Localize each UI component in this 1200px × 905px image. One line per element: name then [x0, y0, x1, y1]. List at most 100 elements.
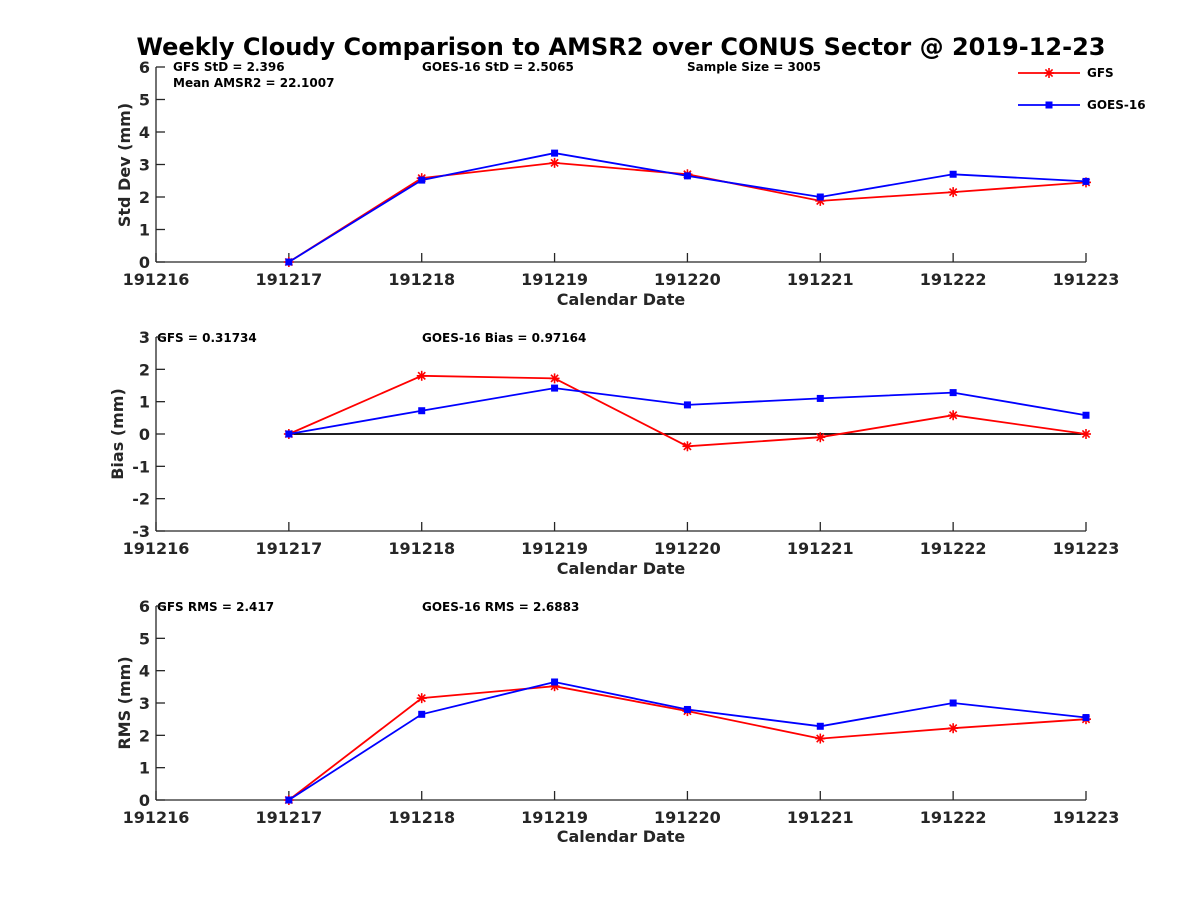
series-goes16-point: [551, 384, 559, 392]
x-tick-label: 191223: [1053, 808, 1120, 827]
panel-1-ylabel: Std Dev (mm): [115, 103, 134, 227]
series-goes16-point: [949, 699, 957, 707]
x-tick-label: 191220: [654, 539, 721, 558]
legend-goes16-marker: [1045, 101, 1053, 109]
series-goes16-point: [1082, 177, 1090, 185]
panel-1-xlabel: Calendar Date: [557, 290, 686, 309]
x-tick-label: 191220: [654, 270, 721, 289]
annotation-mean-amsr2: Mean AMSR2 = 22.1007: [173, 76, 334, 90]
legend-goes16-label: GOES-16: [1087, 98, 1146, 112]
series-gfs-point: [682, 441, 693, 452]
x-tick-label: 191216: [123, 539, 190, 558]
x-tick-label: 191219: [521, 808, 588, 827]
annotation-gfs-rms: GFS RMS = 2.417: [157, 600, 274, 614]
series-goes16-point: [418, 710, 426, 718]
series-gfs-point: [1081, 429, 1091, 439]
series-gfs-point: [549, 157, 560, 168]
y-tick-label: 6: [139, 597, 150, 616]
series-goes16-point: [816, 193, 824, 201]
annotation-sample-size: Sample Size = 3005: [687, 60, 821, 74]
series-goes16-point: [949, 170, 957, 178]
x-tick-label: 191217: [255, 539, 322, 558]
panel-rms: GFS RMS = 2.417 GOES-16 RMS = 2.6883 Cal…: [115, 597, 1119, 846]
y-tick-label: 0: [139, 425, 150, 444]
series-gfs-point: [948, 187, 959, 198]
series-gfs-point: [416, 370, 427, 381]
panel-3-ylabel: RMS (mm): [115, 656, 134, 749]
x-tick-label: 191222: [920, 808, 987, 827]
legend-gfs-asterisk: [1044, 68, 1054, 78]
series-gfs-point: [948, 410, 959, 421]
x-tick-label: 191217: [255, 270, 322, 289]
x-tick-label: 191219: [521, 539, 588, 558]
series-goes16-point: [418, 176, 426, 184]
legend-gfs-marker: [1044, 68, 1054, 78]
series-goes16-point: [285, 430, 293, 438]
y-tick-label: 2: [139, 726, 150, 745]
annotation-gfs-std: GFS StD = 2.396: [173, 60, 285, 74]
legend: GFS GOES-16: [1018, 66, 1146, 112]
panel-2-ylabel: Bias (mm): [108, 388, 127, 480]
panel-std-dev: GFS StD = 2.396 Mean AMSR2 = 22.1007 GOE…: [115, 58, 1119, 309]
panel-bias: GFS = 0.31734 GOES-16 Bias = 0.97164 Cal…: [108, 328, 1119, 578]
series-goes16-point: [551, 678, 559, 686]
x-tick-label: 191221: [787, 539, 854, 558]
annotation-goes16-std: GOES-16 StD = 2.5065: [422, 60, 574, 74]
y-tick-label: 4: [139, 123, 150, 142]
chart-title: Weekly Cloudy Comparison to AMSR2 over C…: [137, 33, 1106, 61]
x-tick-label: 191221: [787, 808, 854, 827]
annotation-goes16-rms: GOES-16 RMS = 2.6883: [422, 600, 579, 614]
x-tick-label: 191219: [521, 270, 588, 289]
series-goes16-point: [285, 258, 293, 266]
x-tick-label: 191222: [920, 539, 987, 558]
series-goes16-point: [1082, 714, 1090, 722]
series-goes16-point: [551, 149, 559, 157]
series-gfs-point: [948, 723, 959, 734]
series-goes16-point: [683, 705, 691, 713]
series-gfs-point: [416, 693, 427, 704]
x-tick-label: 191216: [123, 808, 190, 827]
x-tick-label: 191217: [255, 808, 322, 827]
x-tick-label: 191223: [1053, 539, 1120, 558]
y-tick-label: 1: [139, 759, 150, 778]
series-goes16-point: [816, 394, 824, 402]
series-gfs-point: [815, 432, 826, 443]
series-goes16-point: [949, 389, 957, 397]
x-tick-label: 191218: [388, 270, 455, 289]
y-tick-label: -3: [132, 522, 150, 541]
x-tick-label: 191216: [123, 270, 190, 289]
y-tick-label: 2: [139, 188, 150, 207]
series-goes16-point: [683, 172, 691, 180]
y-tick-label: 5: [139, 91, 150, 110]
y-tick-label: 4: [139, 662, 150, 681]
series-goes16-point: [285, 796, 293, 804]
y-tick-label: 1: [139, 221, 150, 240]
series-goes16-point: [1082, 411, 1090, 419]
y-tick-label: 3: [139, 328, 150, 347]
y-tick-label: 0: [139, 791, 150, 810]
series-goes16-point: [816, 722, 824, 730]
series-goes16-point: [418, 407, 426, 415]
y-tick-label: 5: [139, 629, 150, 648]
series-gfs-point: [815, 733, 826, 744]
annotation-goes16-bias: GOES-16 Bias = 0.97164: [422, 331, 586, 345]
x-tick-label: 191223: [1053, 270, 1120, 289]
y-tick-label: 1: [139, 393, 150, 412]
annotation-gfs-bias: GFS = 0.31734: [157, 331, 257, 345]
x-tick-label: 191222: [920, 270, 987, 289]
panel-3-xlabel: Calendar Date: [557, 827, 686, 846]
x-tick-label: 191218: [388, 539, 455, 558]
series-gfs-point: [549, 373, 560, 384]
x-tick-label: 191220: [654, 808, 721, 827]
y-tick-label: 6: [139, 58, 150, 77]
x-tick-label: 191218: [388, 808, 455, 827]
y-tick-label: -1: [132, 457, 150, 476]
y-tick-label: 2: [139, 360, 150, 379]
y-tick-label: 0: [139, 253, 150, 272]
x-tick-label: 191221: [787, 270, 854, 289]
y-tick-label: 3: [139, 156, 150, 175]
legend-gfs-label: GFS: [1087, 66, 1114, 80]
y-tick-label: -2: [132, 490, 150, 509]
